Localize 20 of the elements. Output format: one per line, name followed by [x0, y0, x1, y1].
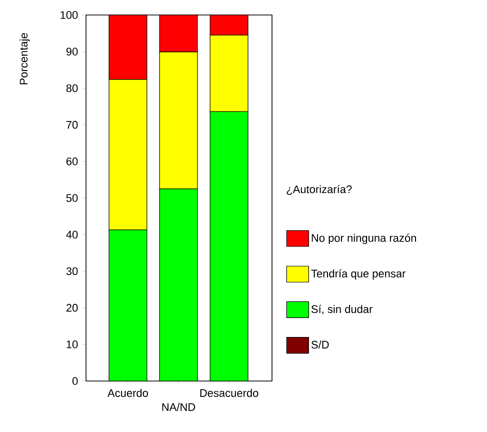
y-tick-label: 90: [66, 48, 78, 56]
y-tick-label: 50: [66, 194, 78, 202]
x-tick-label: NA/ND: [162, 402, 196, 411]
legend-label: Tendría que pensar: [311, 269, 406, 280]
y-tick-label: 30: [66, 267, 78, 276]
legend-label: Sí, sin dudar: [311, 304, 373, 314]
y-tick-label: 0: [72, 377, 78, 385]
y-tick-label: 80: [66, 84, 78, 92]
y-tick-label: 40: [66, 230, 78, 238]
y-tick-label: 20: [66, 304, 78, 312]
legend-label: No por ninguna razón: [312, 234, 416, 244]
y-tick-label: 70: [66, 120, 78, 129]
y-tick-label: 60: [66, 158, 78, 166]
x-tick-label: Acuerdo: [107, 388, 148, 397]
y-tick-label: 100: [60, 11, 78, 19]
y-axis-title: Porcentaje: [20, 33, 30, 84]
y-tick-label: 10: [66, 340, 78, 348]
legend-title: ¿Autorizaría?: [286, 184, 352, 195]
x-tick-label: Desacuerdo: [200, 388, 258, 397]
legend-label: S/D: [311, 340, 329, 349]
